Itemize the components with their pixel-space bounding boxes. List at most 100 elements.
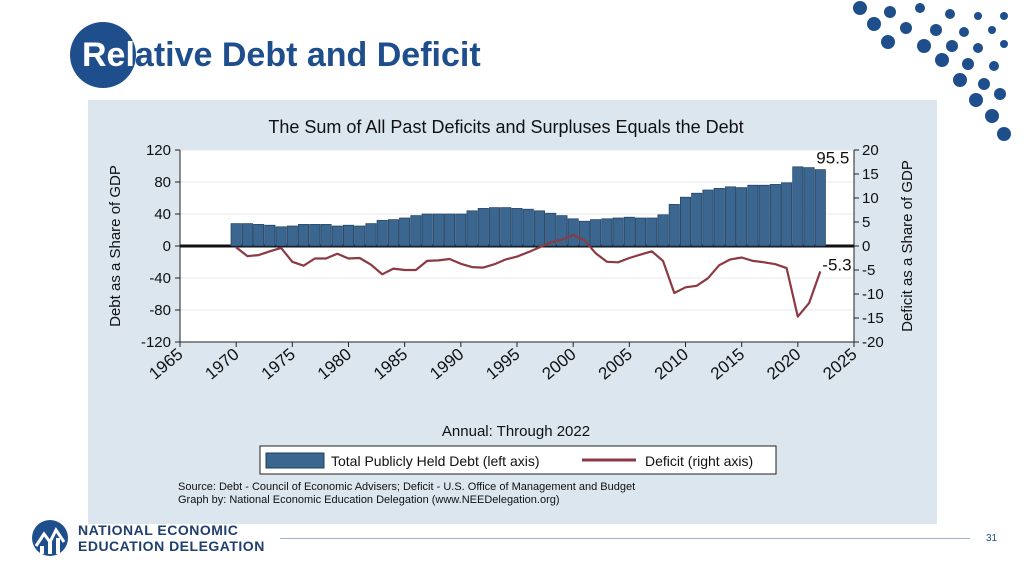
decoration-dot: [935, 53, 949, 67]
dot-pattern-decoration: [853, 1, 1011, 141]
debt-bar: [365, 223, 377, 247]
debt-bar: [466, 210, 478, 247]
decoration-dot: [867, 17, 881, 31]
debt-bar: [298, 224, 310, 247]
debt-bar: [421, 213, 433, 247]
left-tick-label: 120: [146, 142, 171, 159]
legend-box: [259, 445, 777, 475]
x-tick-label: 2010: [651, 345, 692, 384]
decoration-dot: [1000, 40, 1008, 48]
right-tick-label: -5: [862, 262, 875, 279]
left-tick-label: 80: [154, 174, 171, 191]
right-tick-label: 0: [862, 238, 870, 255]
debt-bar: [657, 214, 669, 247]
decoration-dot: [884, 6, 896, 18]
debt-bar: [578, 220, 590, 247]
plot-area: 12080400-40-80-12020151050-5-10-15-20196…: [141, 142, 884, 383]
debt-bar: [522, 208, 534, 247]
decoration-dot: [1000, 12, 1008, 20]
decoration-dot: [994, 88, 1006, 100]
debt-bar: [399, 217, 411, 247]
left-tick-label: 0: [163, 238, 171, 255]
right-tick-label: -20: [862, 334, 884, 351]
right-tick-label: 20: [862, 142, 879, 159]
chart-title: The Sum of All Past Deficits and Surplus…: [268, 117, 743, 137]
debt-bar: [612, 217, 624, 247]
x-tick-label: 2025: [819, 345, 860, 384]
left-tick-label: -40: [149, 270, 171, 287]
debt-bar: [691, 192, 703, 247]
x-tick-label: 1975: [258, 345, 299, 384]
debt-bar: [668, 204, 680, 247]
org-name-line-1: NATIONAL ECONOMIC: [78, 522, 239, 538]
debt-bar: [803, 167, 815, 247]
decoration-dot: [900, 22, 912, 34]
debt-bar: [410, 215, 422, 247]
debt-bar: [556, 215, 568, 247]
page-title: Relative Debt and Deficit: [82, 36, 481, 75]
debt-bar: [758, 184, 770, 247]
left-tick-label: -120: [141, 334, 171, 351]
debt-bar: [511, 208, 523, 247]
slide-title-group: Relative Debt and Deficit: [70, 22, 481, 88]
x-tick-label: 1980: [314, 345, 355, 384]
right-tick-label: -15: [862, 310, 884, 327]
debt-bar: [264, 224, 276, 247]
decoration-dot: [853, 1, 867, 15]
right-axis-label: Deficit as a Share of GDP: [899, 160, 916, 332]
legend-debt-swatch: [265, 452, 325, 469]
debt-bar: [444, 213, 456, 247]
decoration-dot: [989, 61, 999, 71]
debt-bar: [331, 225, 343, 247]
debt-bar: [533, 210, 545, 247]
x-axis-label: Annual: Through 2022: [442, 423, 590, 440]
deficit-line: [235, 233, 822, 318]
debt-bar: [769, 184, 781, 247]
debt-bar: [489, 207, 501, 247]
debt-bar: [713, 188, 725, 247]
org-name-line-2: EDUCATION DELEGATION: [78, 538, 265, 554]
page-number: 31: [986, 533, 998, 544]
globe-logo-icon: [32, 520, 68, 556]
x-tick-label: 2000: [539, 345, 580, 384]
debt-bar: [387, 219, 399, 247]
decoration-dot: [985, 109, 999, 123]
debt-bar: [702, 189, 714, 247]
decoration-dot: [945, 9, 955, 19]
debt-bar: [320, 224, 332, 247]
debt-bar: [545, 212, 557, 247]
decoration-dot: [917, 39, 931, 53]
decoration-dot: [988, 26, 996, 34]
debt-bar: [601, 218, 613, 247]
debt-bar: [679, 196, 692, 247]
debt-bar: [590, 219, 602, 247]
debt-bar: [567, 218, 579, 247]
debt-bar: [376, 220, 388, 247]
decoration-dot: [946, 40, 958, 52]
debt-bar: [736, 187, 748, 247]
debt-bar: [724, 186, 736, 247]
legend-debt-label: Total Publicly Held Debt (left axis): [331, 453, 540, 469]
x-tick-label: 1970: [202, 345, 243, 384]
decoration-dot: [962, 58, 974, 70]
debt-bar: [241, 223, 253, 247]
x-tick-label: 1990: [426, 345, 467, 384]
debt-bar: [286, 225, 298, 247]
x-tick-label: 2020: [763, 345, 804, 384]
decoration-dot: [978, 78, 990, 90]
debt-bar: [477, 208, 489, 247]
x-tick-label: 1995: [482, 345, 523, 384]
decoration-dot: [997, 127, 1011, 141]
organization-name: NATIONAL ECONOMIC EDUCATION DELEGATION: [78, 522, 265, 554]
left-tick-label: -80: [149, 302, 171, 319]
right-tick-label: -10: [862, 286, 884, 303]
debt-bar: [253, 224, 265, 247]
title-circle-decoration: [70, 22, 136, 88]
legend-deficit-label: Deficit (right axis): [645, 453, 753, 469]
debt-deficit-chart: The Sum of All Past Deficits and Surplus…: [107, 117, 916, 506]
x-tick-label: 2015: [707, 345, 748, 384]
left-tick-label: 40: [154, 206, 171, 223]
decoration-dot: [959, 27, 969, 37]
debt-bar: [230, 223, 242, 247]
x-tick-label: 2005: [595, 345, 636, 384]
